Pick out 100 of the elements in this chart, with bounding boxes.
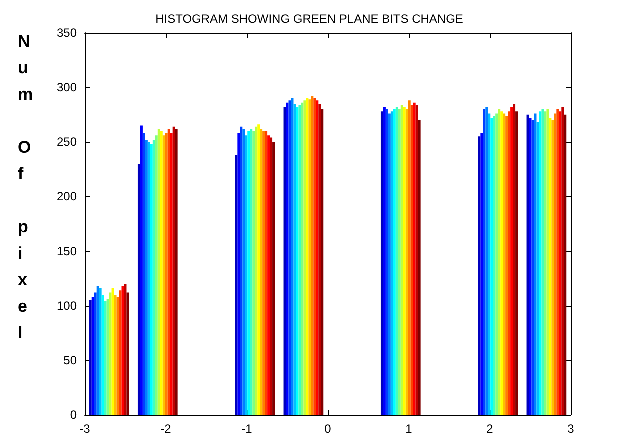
text: Num Of pixel xyxy=(18,32,34,342)
bar xyxy=(238,133,240,415)
bar xyxy=(306,98,309,415)
bar xyxy=(124,284,127,415)
bar xyxy=(496,114,498,415)
bar xyxy=(416,105,418,415)
bar xyxy=(106,299,110,415)
y-tick-label: 250 xyxy=(56,135,78,150)
bar xyxy=(268,136,270,415)
bar xyxy=(311,96,314,415)
bar xyxy=(235,155,238,415)
bar xyxy=(109,292,112,415)
x-tick-label: 1 xyxy=(406,422,413,436)
bar xyxy=(155,136,158,415)
bar xyxy=(258,124,260,415)
bar xyxy=(408,100,411,415)
x-tick-label: 3 xyxy=(568,422,575,436)
bar xyxy=(562,107,564,415)
bar xyxy=(386,109,388,415)
bar xyxy=(318,104,322,415)
x-tick-label: 2 xyxy=(486,422,494,436)
bar xyxy=(158,129,160,415)
bar xyxy=(104,301,107,415)
bar xyxy=(549,118,552,415)
bar xyxy=(516,112,518,415)
bar xyxy=(488,114,491,415)
bar xyxy=(403,107,406,415)
bar xyxy=(160,131,163,415)
bar xyxy=(142,133,146,415)
bar xyxy=(170,133,173,415)
bar xyxy=(165,133,168,415)
y-tick-label: 200 xyxy=(56,190,78,204)
bar xyxy=(296,107,299,415)
bar xyxy=(145,140,148,415)
bar xyxy=(556,109,560,415)
y-tick-label: 150 xyxy=(56,244,78,258)
y-tick-label: 50 xyxy=(64,353,78,368)
bar xyxy=(112,288,114,415)
bar xyxy=(304,100,306,415)
bar xyxy=(508,112,511,415)
bar xyxy=(500,112,504,415)
bar xyxy=(94,292,97,415)
bar xyxy=(175,129,178,415)
bar xyxy=(380,112,384,415)
bar xyxy=(393,109,396,415)
bar xyxy=(503,114,506,415)
chart-title: HISTOGRAM SHOWING GREEN PLANE BITS CHANGE xyxy=(156,12,464,26)
bar xyxy=(413,102,416,415)
bar xyxy=(513,104,516,415)
bar xyxy=(138,164,140,415)
x-tick-label: -2 xyxy=(160,422,172,436)
bar xyxy=(168,129,170,415)
bar xyxy=(483,109,486,415)
bar xyxy=(406,109,408,415)
bar xyxy=(262,131,266,415)
bar xyxy=(493,116,496,415)
bar xyxy=(480,133,484,415)
y-tick-label: 0 xyxy=(70,408,78,422)
bar xyxy=(400,105,404,415)
bar xyxy=(270,138,273,415)
bar xyxy=(498,109,501,415)
bar xyxy=(126,292,130,415)
bar xyxy=(539,112,542,415)
bar xyxy=(534,114,537,415)
bar xyxy=(99,288,102,415)
bar xyxy=(119,290,122,415)
x-tick-label: 0 xyxy=(324,422,332,436)
bar xyxy=(114,294,117,415)
bar xyxy=(506,116,508,415)
bar xyxy=(140,126,143,415)
x-tick-label: -1 xyxy=(242,422,253,436)
bar xyxy=(529,118,532,415)
bar xyxy=(92,297,94,415)
bar xyxy=(526,114,530,415)
bar xyxy=(294,104,296,415)
bar xyxy=(398,109,401,415)
bar xyxy=(410,105,414,415)
bar xyxy=(240,126,243,415)
bar xyxy=(536,122,540,415)
bar xyxy=(250,129,253,415)
y-tick-label: 350 xyxy=(56,26,78,40)
bar xyxy=(552,120,554,415)
bar xyxy=(490,118,494,415)
bar xyxy=(148,142,150,415)
bar xyxy=(321,109,324,415)
bar xyxy=(396,107,398,415)
bar xyxy=(559,112,562,415)
bar xyxy=(286,102,289,415)
bar xyxy=(255,126,258,415)
bar xyxy=(96,286,100,415)
bar xyxy=(260,129,263,415)
bar xyxy=(116,297,120,415)
bar xyxy=(272,142,276,415)
bar xyxy=(102,294,104,415)
bar xyxy=(252,131,256,415)
bar xyxy=(388,114,391,415)
bar xyxy=(301,102,304,415)
bar xyxy=(150,144,153,415)
bar xyxy=(291,98,294,415)
y-tick-label: 100 xyxy=(56,298,78,313)
